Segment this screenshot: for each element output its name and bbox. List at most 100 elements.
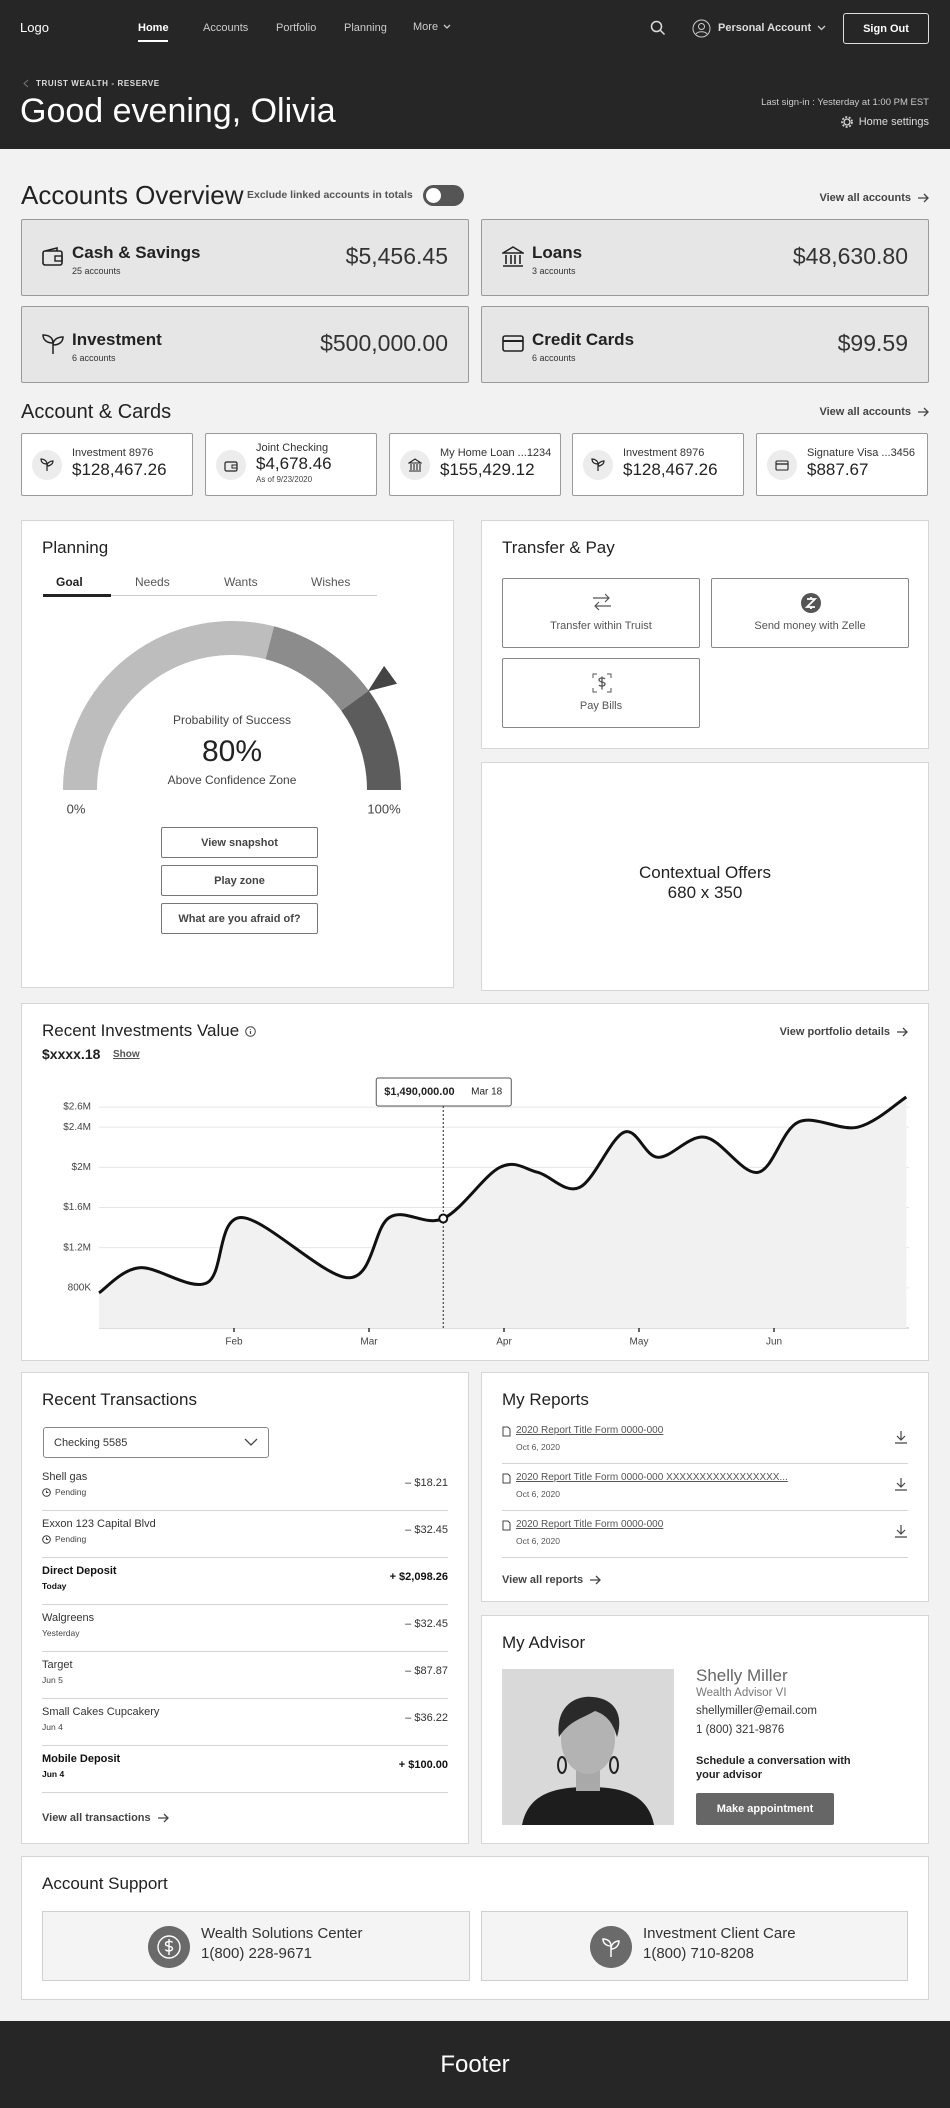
tab[interactable]: Wishes — [311, 575, 351, 589]
portfolio-link-label[interactable]: View portfolio details — [779, 1026, 890, 1038]
icon-part — [40, 458, 54, 471]
support-phone: 1(800) 228-9671 — [201, 1945, 312, 1962]
icon-part — [46, 1490, 49, 1493]
appointment-button[interactable]: Make appointment — [696, 1793, 834, 1825]
card-amount: $99.59 — [837, 330, 908, 356]
portfolio-link[interactable]: View portfolio details — [780, 1026, 908, 1038]
card-title: Investment — [72, 330, 162, 349]
summary-card[interactable]: Investment 6 accounts $500,000.00 — [21, 306, 469, 383]
nav-link[interactable]: Accounts — [203, 22, 249, 34]
chart-header: Recent Investments Value — [42, 1021, 256, 1041]
search-icon[interactable] — [650, 20, 666, 36]
icon-part — [650, 20, 663, 33]
view-all-link[interactable]: View all transactions — [42, 1812, 169, 1824]
logo[interactable]: Logo — [20, 20, 49, 35]
user-icon[interactable] — [692, 19, 711, 38]
icon-part — [224, 460, 238, 472]
info-icon[interactable] — [245, 1025, 256, 1037]
gauge-zone — [265, 626, 369, 711]
download-icon[interactable] — [894, 1524, 908, 1538]
view-all-link[interactable]: View all reports — [502, 1574, 602, 1586]
view-all-label[interactable]: View all transactions — [42, 1812, 151, 1824]
row-divider — [42, 1698, 448, 1699]
account-card[interactable]: My Home Loan ...1234 $155,429.12 — [389, 433, 561, 496]
support-contact[interactable]: Wealth Solutions Center 1(800) 228-9671 — [42, 1911, 470, 1981]
download-icon[interactable] — [894, 1430, 908, 1444]
transfer-action[interactable]: Send money with Zelle — [711, 578, 909, 648]
row-divider — [42, 1792, 448, 1793]
nav-link[interactable]: Planning — [344, 22, 387, 34]
view-all-link[interactable]: View all accounts — [819, 192, 929, 204]
arrow-icon — [897, 1027, 908, 1037]
arrow-icon — [918, 407, 929, 417]
account-card[interactable]: Investment 8976 $128,467.26 — [572, 433, 744, 496]
view-all-link[interactable]: View all accounts — [819, 406, 929, 418]
account-amount: $4,678.46 — [256, 454, 332, 473]
view-all-label[interactable]: View all reports — [502, 1574, 584, 1586]
icon-part — [558, 1696, 620, 1737]
view-all-label[interactable]: View all accounts — [819, 192, 911, 204]
row-divider — [502, 1510, 908, 1511]
account-card[interactable]: Signature Visa ...3456 $887.67 — [756, 433, 928, 496]
tab[interactable]: Wants — [224, 575, 258, 589]
document-icon — [502, 1473, 511, 1484]
payee: Exxon 123 Capital Blvd — [42, 1518, 156, 1530]
nav-link[interactable]: Home — [138, 22, 169, 34]
account-menu-label[interactable]: Personal Account — [718, 22, 812, 34]
icon-part — [443, 24, 451, 29]
y-tick-label: $1.2M — [63, 1242, 91, 1253]
report-link[interactable]: 2020 Report Title Form 0000-000 — [516, 1425, 664, 1436]
account-select[interactable]: Checking 5585 — [43, 1427, 269, 1458]
transfer-action[interactable]: Pay Bills — [502, 658, 700, 728]
home-settings-label[interactable]: Home settings — [858, 116, 929, 128]
summary-card[interactable]: Cash & Savings 25 accounts $5,456.45 — [21, 219, 469, 296]
icon-part — [659, 29, 666, 36]
planning-button[interactable]: View snapshot — [161, 827, 318, 858]
icon-part — [598, 676, 606, 690]
panel-title: Account Support — [42, 1874, 168, 1893]
toggle-switch[interactable] — [423, 185, 464, 206]
status: Pending — [42, 1534, 86, 1544]
view-all-label[interactable]: View all accounts — [819, 406, 911, 418]
transfer-action[interactable]: Transfer within Truist — [502, 578, 700, 648]
gauge-max-label: 100% — [367, 801, 401, 816]
gauge-zone — [340, 690, 401, 791]
planning-button[interactable]: What are you afraid of? — [161, 903, 318, 934]
nav-menu[interactable]: More — [413, 21, 451, 33]
payee: Target — [42, 1659, 73, 1671]
select-value: Checking 5585 — [54, 1437, 128, 1449]
report-date: Oct 6, 2020 — [516, 1536, 560, 1546]
tab[interactable]: Needs — [135, 575, 170, 589]
nav-active-indicator — [138, 40, 168, 42]
planning-button[interactable]: Play zone — [161, 865, 318, 896]
home-settings[interactable]: Home settings — [840, 116, 929, 128]
show-link[interactable]: Show — [113, 1049, 140, 1060]
tab[interactable]: Goal — [56, 575, 83, 589]
plant-icon — [40, 458, 54, 471]
nav-link[interactable]: Portfolio — [276, 22, 317, 34]
payee: Shell gas — [42, 1471, 88, 1483]
account-card[interactable]: Joint Checking $4,678.46 As of 9/23/2020 — [205, 433, 377, 496]
amount: – $18.21 — [405, 1477, 448, 1489]
sign-out-button[interactable]: Sign Out — [843, 13, 929, 44]
summary-card[interactable]: Loans 3 accounts $48,630.80 — [481, 219, 929, 296]
advisor-email[interactable]: shellymiller@email.com — [696, 1705, 817, 1717]
report-link[interactable]: 2020 Report Title Form 0000-000 XXXXXXXX… — [516, 1472, 788, 1483]
nav-link[interactable]: More — [413, 21, 439, 33]
card-count: 6 accounts — [72, 353, 116, 363]
support-contact[interactable]: Investment Client Care 1(800) 710-8208 — [481, 1911, 908, 1981]
download-icon[interactable] — [894, 1477, 908, 1491]
summary-card[interactable]: Credit Cards 6 accounts $99.59 — [481, 306, 929, 383]
report-link[interactable]: 2020 Report Title Form 0000-000 — [516, 1519, 664, 1530]
x-tick-label: Mar — [360, 1337, 378, 1348]
action-label: Pay Bills — [579, 700, 623, 712]
account-menu[interactable]: Personal Account — [718, 22, 826, 34]
chart-subtitle: $xxxx.18 — [42, 1046, 101, 1062]
amount: + $100.00 — [398, 1759, 448, 1771]
row-divider — [502, 1463, 908, 1464]
toggle-label: Exclude linked accounts in totals — [247, 189, 413, 201]
account-card[interactable]: Investment 8976 $128,467.26 — [21, 433, 193, 496]
panel-title: Recent Transactions — [42, 1390, 197, 1409]
advisor-phone: 1 (800) 321-9876 — [696, 1724, 785, 1736]
clock-icon — [42, 1534, 51, 1544]
